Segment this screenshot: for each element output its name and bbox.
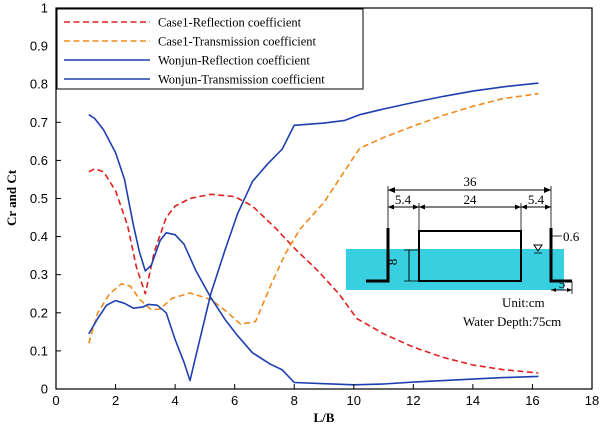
legend-label-2: Case1-Transmission coefficient — [158, 35, 316, 49]
x-tick-label: 6 — [231, 393, 238, 408]
inset-label-freeboard: 0.6 — [563, 229, 580, 244]
axis-ticks: 0 2 4 6 8 10 12 14 16 1800.10.20.30.40.50.60.70.8… — [30, 1, 599, 409]
inset-label-gap-right: 5.4 — [528, 192, 545, 207]
legend-label-4: Wonjun-Transmission coefficient — [158, 73, 325, 87]
inset-box — [418, 230, 522, 282]
inset-arrow — [388, 204, 394, 210]
inset-arrow — [388, 187, 395, 193]
inset-left-wall — [366, 228, 390, 283]
y-tick-label: 0.8 — [30, 77, 48, 92]
inset-arrow — [521, 204, 527, 210]
inset-label-foot: 5 — [559, 276, 566, 291]
plot-lines — [88, 82, 539, 386]
inset-label-gap-left: 5.4 — [395, 192, 412, 207]
inset-water-depth-note: Water Depth:75cm — [463, 314, 561, 329]
y-tick-label: 0.7 — [30, 115, 48, 130]
x-tick-label: 18 — [585, 393, 599, 408]
x-tick-label: 8 — [291, 393, 298, 408]
y-tick-label: 0.5 — [30, 191, 48, 206]
inset-arrow — [515, 204, 521, 210]
x-tick-label: 14 — [466, 393, 480, 408]
series-line-3 — [88, 114, 539, 386]
y-tick-label: 0.4 — [30, 229, 48, 244]
inset-arrow — [419, 204, 425, 210]
inset-arrow — [567, 288, 572, 292]
series-line-4 — [88, 82, 539, 382]
inset-arrow — [545, 204, 551, 210]
y-tick-label: 0.6 — [30, 153, 48, 168]
water-level-icon — [533, 244, 543, 252]
inset-right-wall — [549, 228, 572, 283]
x-tick-label: 12 — [406, 393, 420, 408]
legend-label-1: Case1-Reflection coefficient — [158, 16, 302, 30]
x-axis-title: L/B — [314, 410, 335, 425]
y-tick-label: 0.2 — [30, 305, 48, 320]
x-tick-label: 2 — [112, 393, 119, 408]
legend-label-3: Wonjun-Reflection coefficient — [158, 54, 310, 68]
y-tick-label: 0.9 — [30, 39, 48, 54]
inset-label-depth: 8 — [385, 259, 400, 266]
y-tick-label: 1 — [41, 1, 48, 16]
inset-arrow — [551, 288, 556, 292]
inset-label-total: 36 — [464, 174, 478, 189]
y-axis-title: Cr and Ct — [4, 169, 19, 226]
inset-schematic: 36 5.4 24 5.4 8 0.6 5 Unit:cm Water Dept… — [346, 174, 580, 329]
inset-arrow — [544, 187, 551, 193]
x-tick-label: 4 — [171, 393, 178, 408]
inset-arrow — [413, 204, 419, 210]
y-tick-label: 0.3 — [30, 267, 48, 282]
series-line-2 — [88, 92, 539, 344]
x-tick-label: 10 — [347, 393, 361, 408]
legend: Case1-Reflection coefficient Case1-Transm… — [56, 8, 364, 90]
x-tick-label: 16 — [525, 393, 539, 408]
y-tick-label: 0.1 — [30, 343, 48, 358]
y-tick-label: 0 — [41, 382, 48, 397]
inset-water — [346, 249, 564, 290]
x-tick-label: 0 — [52, 393, 59, 408]
inset-label-box-width: 24 — [464, 192, 478, 207]
inset-unit-note: Unit:cm — [502, 295, 545, 310]
